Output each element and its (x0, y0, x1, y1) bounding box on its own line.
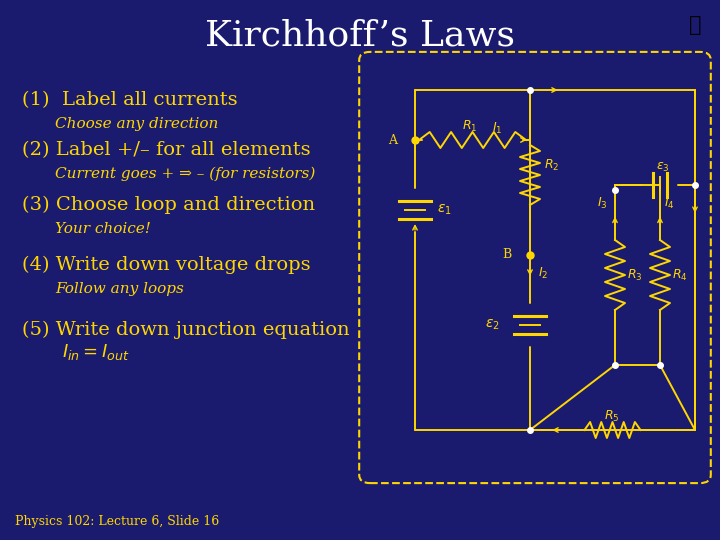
Text: $I_{in} = I_{out}$: $I_{in} = I_{out}$ (62, 342, 130, 362)
Text: B: B (503, 248, 512, 261)
Text: (1)  Label all currents: (1) Label all currents (22, 91, 238, 109)
Text: (4) Write down voltage drops: (4) Write down voltage drops (22, 256, 310, 274)
Text: $I_3$: $I_3$ (597, 195, 608, 211)
Text: Physics 102: Lecture 6, Slide 16: Physics 102: Lecture 6, Slide 16 (15, 516, 220, 529)
Text: $R_3$: $R_3$ (627, 267, 642, 282)
Text: A: A (388, 133, 397, 146)
Text: Current goes + ⇒ – (for resistors): Current goes + ⇒ – (for resistors) (55, 167, 315, 181)
Text: Follow any loops: Follow any loops (55, 282, 184, 296)
Text: (5) Write down junction equation: (5) Write down junction equation (22, 321, 350, 339)
Text: Choose any direction: Choose any direction (55, 117, 218, 131)
Text: $\varepsilon_3$: $\varepsilon_3$ (656, 160, 670, 173)
Text: (3) Choose loop and direction: (3) Choose loop and direction (22, 196, 315, 214)
Text: $I_4$: $I_4$ (664, 195, 675, 211)
Text: $R_1$: $R_1$ (462, 118, 478, 133)
Text: Your choice!: Your choice! (55, 222, 151, 236)
Text: $R_5$: $R_5$ (605, 408, 620, 423)
Text: $R_4$: $R_4$ (672, 267, 688, 282)
Text: $I_1$: $I_1$ (492, 120, 503, 136)
Text: $R_2$: $R_2$ (544, 158, 559, 173)
Text: (2) Label +/– for all elements: (2) Label +/– for all elements (22, 141, 310, 159)
Text: Kirchhoff’s Laws: Kirchhoff’s Laws (205, 18, 515, 52)
Text: $\varepsilon_1$: $\varepsilon_1$ (437, 203, 451, 217)
Text: $I_2$: $I_2$ (538, 266, 549, 281)
Text: 📋: 📋 (689, 15, 701, 35)
Text: $\varepsilon_2$: $\varepsilon_2$ (485, 318, 500, 332)
